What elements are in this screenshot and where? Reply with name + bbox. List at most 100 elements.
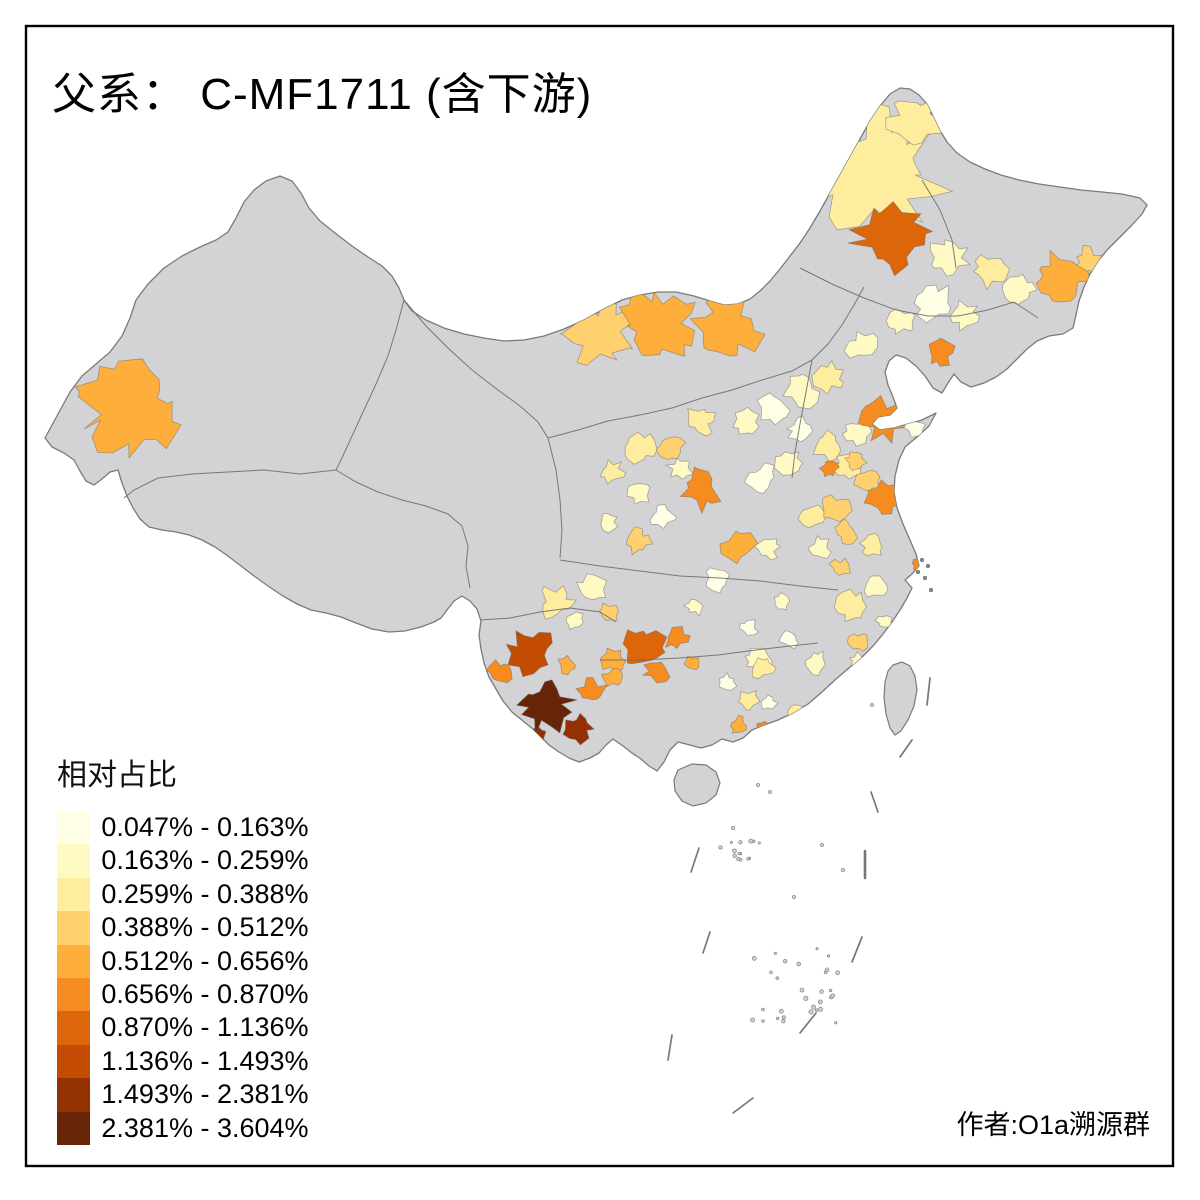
prefecture-region <box>649 504 678 530</box>
prefecture-region <box>705 567 731 594</box>
prefecture-region <box>804 650 826 676</box>
prefecture-region <box>751 657 777 680</box>
legend-swatch <box>57 811 91 845</box>
legend-title: 相对占比 <box>57 759 177 792</box>
prefecture-region <box>719 530 759 565</box>
prefecture-region <box>486 659 513 684</box>
prefecture-region <box>774 591 791 611</box>
prefecture-region <box>844 451 868 471</box>
prefecture-region <box>600 513 619 534</box>
prefecture-region <box>822 494 853 523</box>
legend-label: 0.388% - 0.512% <box>101 912 309 943</box>
legend-rows: 0.047% - 0.163% 0.163% - 0.259% 0.259% - 0… <box>57 811 309 1145</box>
prefecture-region <box>928 337 956 367</box>
prefecture-region <box>624 431 658 465</box>
legend-row: 1.136% - 1.493% <box>57 1044 309 1079</box>
legend-swatch <box>57 911 91 945</box>
prefecture-region <box>505 630 553 678</box>
legend-label: 0.656% - 0.870% <box>101 978 309 1009</box>
prefecture-region <box>782 373 821 410</box>
prefecture-region <box>732 406 760 435</box>
prefecture-region <box>828 557 851 576</box>
map-title: 父系： C-MF1711 (含下游) <box>52 70 593 119</box>
prefecture-region <box>738 619 760 636</box>
island-dot <box>737 852 741 856</box>
prefecture-region <box>683 655 700 671</box>
island-dot <box>718 845 723 850</box>
prefecture-region <box>1035 249 1091 303</box>
island-dot <box>922 575 927 580</box>
legend-swatch <box>57 877 91 912</box>
legend-label: 1.493% - 2.381% <box>101 1079 309 1110</box>
prefecture-region <box>655 436 687 461</box>
prefecture-region <box>687 408 716 437</box>
nine-dash-line <box>667 677 931 1114</box>
prefecture-region <box>853 469 882 492</box>
legend-swatch <box>57 1044 91 1079</box>
island-dot <box>841 868 845 872</box>
island-dot <box>746 857 750 861</box>
prefecture-region <box>773 451 804 476</box>
island-dot <box>808 1009 814 1015</box>
prefecture-region <box>863 575 889 598</box>
island-dot <box>761 1019 765 1023</box>
china-mainland <box>44 87 1148 772</box>
island-dot <box>781 1019 786 1024</box>
prefecture-region <box>972 254 1011 291</box>
island-dot <box>919 557 924 562</box>
island-dot <box>820 843 824 847</box>
prefecture-region <box>812 429 841 462</box>
south-china-sea-islands <box>718 557 933 1025</box>
island-dot <box>769 970 773 975</box>
legend-label: 0.259% - 0.388% <box>101 878 309 909</box>
prefecture-region <box>625 526 654 556</box>
island-dot <box>750 1017 756 1023</box>
prefecture-region <box>808 534 832 559</box>
island-dot <box>757 841 761 845</box>
island-dot <box>925 563 930 568</box>
prefecture-region <box>843 331 879 359</box>
island-dot <box>781 1015 786 1020</box>
island-dot <box>756 783 760 787</box>
prefecture-region <box>760 694 779 710</box>
island-dot <box>738 858 743 862</box>
taiwan-island <box>883 661 918 736</box>
island-dot <box>799 987 805 993</box>
prefecture-region <box>818 460 840 478</box>
legend-swatch <box>57 844 91 878</box>
prefecture-region <box>599 647 627 671</box>
prefecture-region <box>679 466 722 515</box>
legend-swatch <box>57 1111 91 1145</box>
prefecture-region <box>863 479 904 516</box>
prefecture-region <box>834 519 859 545</box>
legend-label: 0.870% - 1.136% <box>101 1012 309 1043</box>
prefecture-region <box>664 457 694 480</box>
prefecture-region <box>847 201 934 277</box>
island-dot <box>825 967 830 972</box>
island-dot <box>818 1006 823 1012</box>
legend-label: 1.136% - 1.493% <box>101 1045 309 1076</box>
island-dot <box>778 1008 784 1014</box>
prefecture-region <box>913 284 952 324</box>
prefecture-region <box>618 286 696 357</box>
island-dot <box>792 895 796 899</box>
legend-row: 2.381% - 3.604% <box>57 1111 309 1145</box>
island-dot <box>835 970 840 976</box>
prefecture-region <box>744 462 775 494</box>
island-dot <box>796 961 801 967</box>
prefecture-region <box>778 630 799 650</box>
island-dot <box>834 1021 838 1025</box>
prefecture-region <box>885 97 944 146</box>
prefecture-region <box>811 359 845 395</box>
island-dot <box>915 569 920 574</box>
prefecture-region <box>682 598 704 617</box>
island-dot <box>761 1007 765 1012</box>
island-dot <box>870 703 874 707</box>
prefecture-region <box>599 459 627 485</box>
island-dot <box>732 853 737 858</box>
island-dot <box>768 790 772 794</box>
prefecture-region <box>575 677 609 701</box>
legend-row: 0.259% - 0.388% <box>57 877 309 912</box>
prefecture-region <box>833 588 868 623</box>
